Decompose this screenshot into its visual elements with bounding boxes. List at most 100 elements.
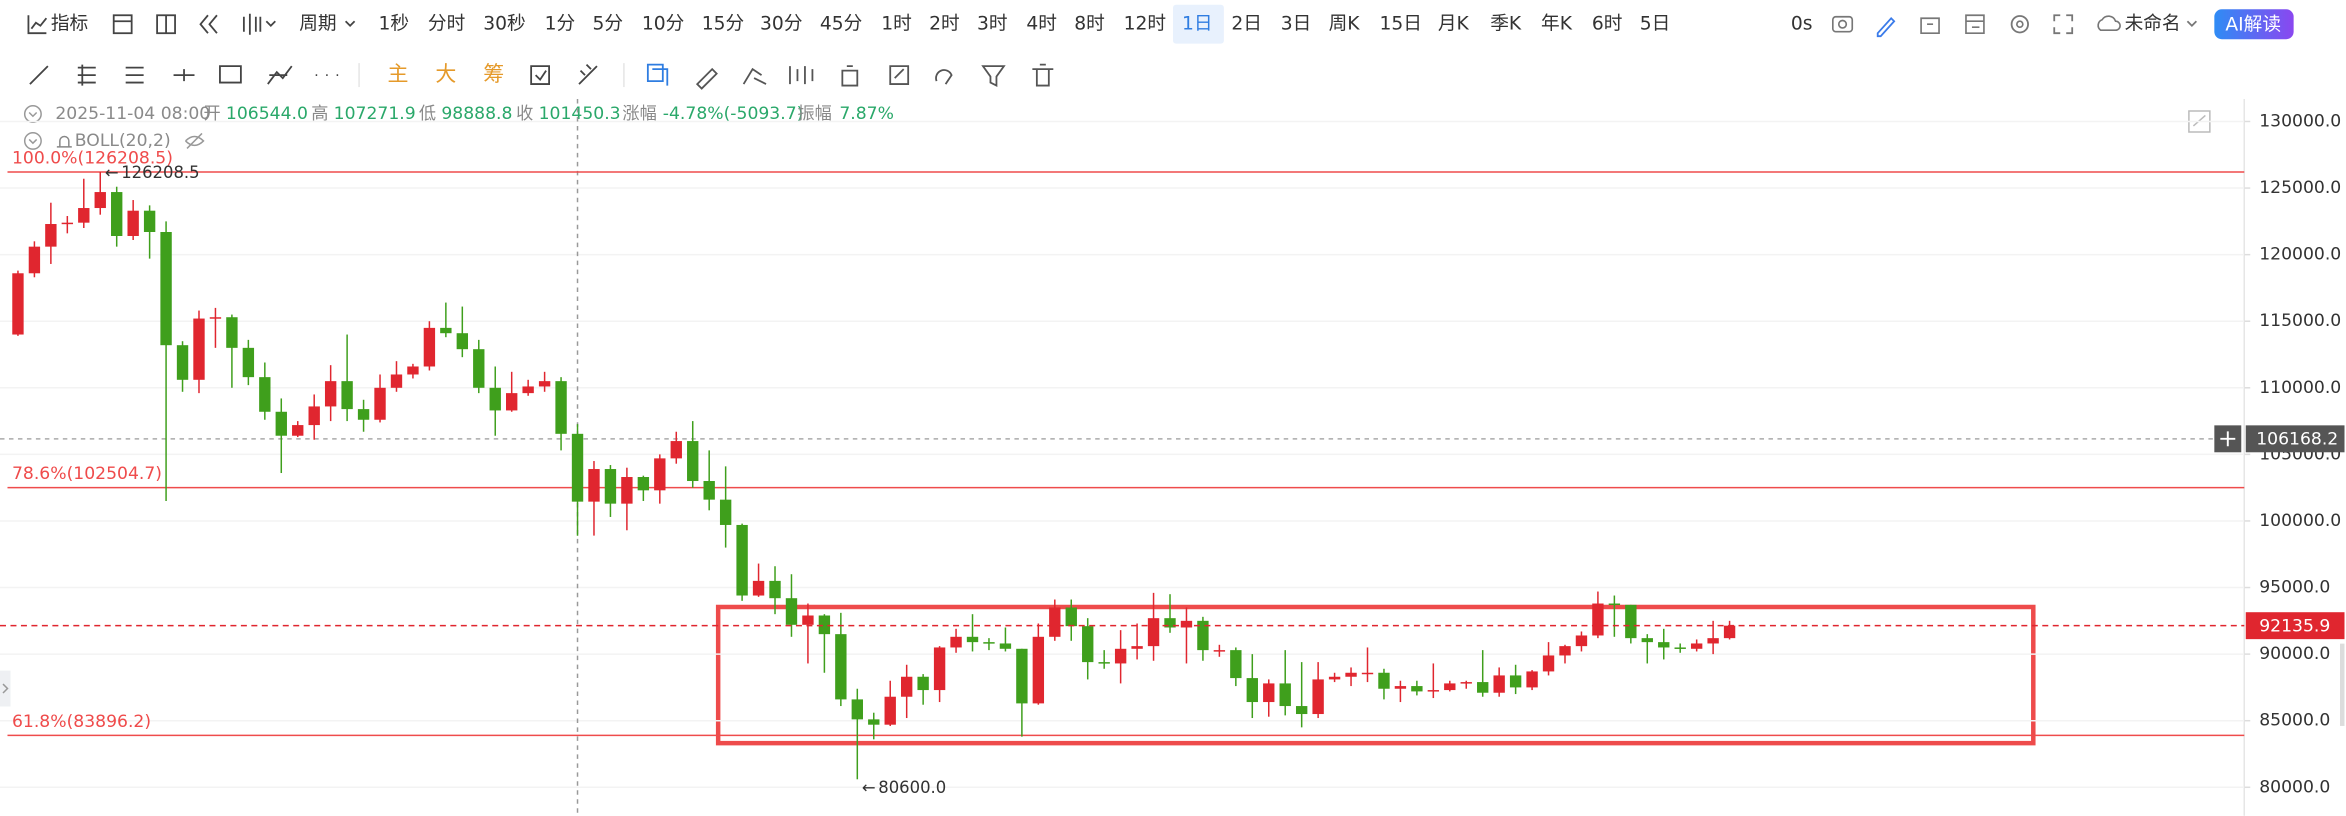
candle-body — [1493, 675, 1505, 693]
drawing-tool-icon[interactable] — [219, 65, 242, 84]
drawing-tool-icon[interactable] — [981, 65, 1006, 88]
drawing-tool-icon[interactable] — [267, 65, 293, 85]
settings-icon[interactable] — [2016, 20, 2024, 29]
layout-icon[interactable] — [112, 14, 133, 35]
calc-icon[interactable] — [1965, 14, 1985, 35]
candle-body — [1312, 679, 1324, 715]
period-tab[interactable]: 2时 — [929, 14, 960, 35]
camera-icon[interactable] — [1831, 15, 1854, 33]
period-tab[interactable]: 6时 — [1592, 14, 1623, 35]
drawing-tool-icon[interactable] — [695, 67, 718, 90]
period-menu[interactable]: 周期 — [299, 14, 336, 35]
chart-type-icon[interactable] — [242, 13, 276, 35]
candle-body — [456, 333, 469, 350]
crosshair-date: 2025-11-04 08:00 — [55, 104, 210, 124]
edit-icon[interactable] — [1876, 16, 1896, 38]
period-tab[interactable]: 3日 — [1281, 14, 1312, 35]
side-handle-arrow — [2, 683, 9, 694]
fib-label: 78.6%(102504.7) — [12, 464, 162, 484]
collapse-icon — [28, 111, 38, 118]
ai-button[interactable]: AI解读 — [2225, 14, 2281, 35]
info-label: 低 — [419, 104, 436, 124]
candle-body — [835, 634, 847, 700]
side-handle[interactable] — [0, 670, 11, 707]
eye-icon[interactable] — [184, 132, 205, 149]
drawing-tool-icon[interactable] — [935, 69, 953, 85]
candle-body — [1345, 672, 1357, 677]
period-tab[interactable]: 45分 — [820, 14, 862, 35]
drawing-toolbar: 主大筹 — [29, 62, 1054, 90]
candle-body — [1641, 638, 1653, 643]
drawing-tool-icon[interactable] — [530, 65, 550, 85]
range-rectangle[interactable] — [715, 604, 2036, 746]
candle-body — [851, 699, 863, 720]
info-label: 振幅 — [797, 104, 831, 124]
period-tab[interactable]: 12时 — [1124, 14, 1166, 35]
period-tab[interactable]: 1日 — [1182, 14, 1213, 35]
scrollbar[interactable] — [2340, 643, 2345, 726]
indicator-icon[interactable] — [27, 15, 48, 35]
drawing-tool-icon[interactable] — [125, 66, 144, 84]
y-tick-label: 90000.0 — [2259, 644, 2330, 664]
fullscreen-icon[interactable] — [2053, 14, 2074, 35]
period-tab[interactable]: 30分 — [760, 14, 802, 35]
drawing-tool-icon[interactable] — [789, 66, 814, 85]
period-tab[interactable]: 8时 — [1074, 14, 1105, 35]
drawing-tool-icon[interactable] — [889, 65, 910, 85]
period-tab[interactable]: 月K — [1438, 14, 1470, 35]
collapse-icon[interactable] — [23, 105, 42, 123]
replay-icon[interactable] — [199, 14, 218, 34]
period-tab[interactable]: 1时 — [881, 14, 912, 35]
candle-body — [1460, 682, 1472, 684]
candle-body — [61, 222, 74, 225]
period-tab[interactable]: 4时 — [1026, 14, 1057, 35]
drawing-tool-icon[interactable] — [578, 63, 598, 85]
drawing-tool-icon[interactable] — [29, 65, 49, 85]
period-tab[interactable]: 15日 — [1379, 14, 1421, 35]
period-tab[interactable]: 3时 — [977, 14, 1008, 35]
window-icon[interactable] — [1920, 17, 1940, 35]
period-tab[interactable]: 10分 — [642, 14, 684, 35]
drawing-tool-icon[interactable] — [77, 64, 96, 86]
period-tab[interactable]: 周K — [1329, 14, 1361, 35]
drawing-tool-icon[interactable] — [646, 63, 669, 86]
settings-icon[interactable] — [2010, 15, 2029, 34]
indicator-button[interactable]: 指标 — [51, 14, 88, 35]
indicator-chip[interactable]: 主 — [388, 62, 409, 86]
collapse-icon[interactable] — [23, 131, 42, 150]
candle-body — [884, 696, 896, 725]
top-toolbar: 指标 周期 0s 未命名 AI解读 — [27, 9, 2294, 40]
period-tab[interactable]: 1分 — [545, 14, 576, 35]
candle-body — [1690, 643, 1703, 649]
period-tab[interactable]: 15分 — [702, 14, 744, 35]
candle-body — [489, 387, 501, 411]
candle-body — [292, 425, 304, 436]
period-tab[interactable]: 年K — [1541, 14, 1573, 35]
period-tab[interactable]: 1秒 — [379, 14, 410, 35]
camera-icon[interactable] — [1837, 19, 1848, 29]
drawing-tool-icon[interactable] — [173, 69, 195, 82]
period-tab[interactable]: 30秒 — [483, 14, 525, 35]
candle-body — [1674, 647, 1686, 649]
indicator-chip[interactable]: 大 — [435, 62, 456, 86]
indicator-chip[interactable]: 筹 — [483, 62, 504, 86]
bell-icon[interactable] — [56, 135, 72, 148]
document-name[interactable]: 未命名 — [2125, 14, 2181, 35]
candle-body — [423, 327, 436, 367]
candle-body — [275, 411, 287, 436]
period-tab[interactable]: 季K — [1490, 14, 1522, 35]
period-tab[interactable]: 分时 — [428, 14, 465, 35]
drawing-tool-icon[interactable] — [841, 65, 859, 87]
candle-body — [374, 387, 386, 420]
candle-body — [1082, 626, 1094, 663]
period-tab[interactable]: 5日 — [1640, 14, 1671, 35]
drawing-tool-icon[interactable] — [1032, 63, 1054, 87]
drawing-tool-icon[interactable] — [742, 67, 767, 85]
period-tab[interactable]: 2日 — [1231, 14, 1262, 35]
period-tab[interactable]: 5分 — [592, 14, 623, 35]
candle-body — [868, 719, 880, 725]
ai-button-bg[interactable] — [2214, 9, 2294, 40]
cloud-icon — [2097, 15, 2121, 32]
candle-body — [1394, 686, 1407, 689]
